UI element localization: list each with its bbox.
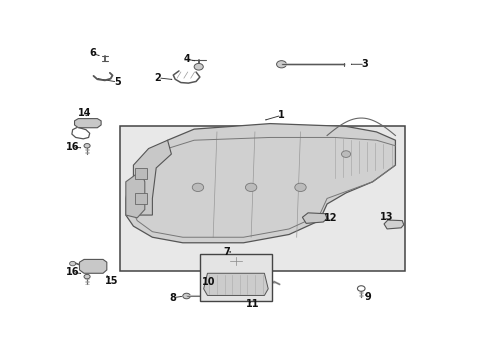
Polygon shape xyxy=(79,260,107,273)
Bar xyxy=(135,193,147,204)
Text: 13: 13 xyxy=(380,212,394,222)
Circle shape xyxy=(70,261,75,266)
Circle shape xyxy=(309,215,317,221)
Polygon shape xyxy=(126,171,145,218)
Circle shape xyxy=(86,262,98,270)
Text: 6: 6 xyxy=(89,49,96,58)
Polygon shape xyxy=(74,118,101,128)
Text: 3: 3 xyxy=(362,59,368,69)
Circle shape xyxy=(295,183,306,192)
Polygon shape xyxy=(384,220,404,229)
Circle shape xyxy=(342,151,351,157)
Text: 16: 16 xyxy=(66,142,79,152)
Polygon shape xyxy=(133,140,171,215)
Text: 11: 11 xyxy=(246,299,260,309)
Circle shape xyxy=(183,293,190,299)
Text: 2: 2 xyxy=(155,73,162,83)
Text: 5: 5 xyxy=(114,77,121,87)
Circle shape xyxy=(236,291,244,297)
Text: 16: 16 xyxy=(66,267,79,278)
Text: 4: 4 xyxy=(183,54,190,64)
Circle shape xyxy=(276,61,287,68)
Circle shape xyxy=(390,222,396,227)
Text: 14: 14 xyxy=(78,108,92,118)
Bar xyxy=(120,126,405,270)
Text: 9: 9 xyxy=(365,292,371,302)
Circle shape xyxy=(84,274,90,279)
Circle shape xyxy=(245,183,257,192)
Text: 1: 1 xyxy=(278,110,285,120)
Bar xyxy=(135,168,147,179)
Polygon shape xyxy=(126,123,395,243)
Circle shape xyxy=(192,183,204,192)
Circle shape xyxy=(194,63,203,70)
Bar xyxy=(200,254,272,301)
Polygon shape xyxy=(204,273,268,296)
Text: 10: 10 xyxy=(202,277,215,287)
Text: 8: 8 xyxy=(170,293,177,303)
Circle shape xyxy=(230,257,242,265)
Polygon shape xyxy=(302,213,327,223)
Circle shape xyxy=(84,144,90,148)
Text: 12: 12 xyxy=(324,213,338,224)
Text: 15: 15 xyxy=(105,276,118,286)
Text: 7: 7 xyxy=(223,247,230,257)
